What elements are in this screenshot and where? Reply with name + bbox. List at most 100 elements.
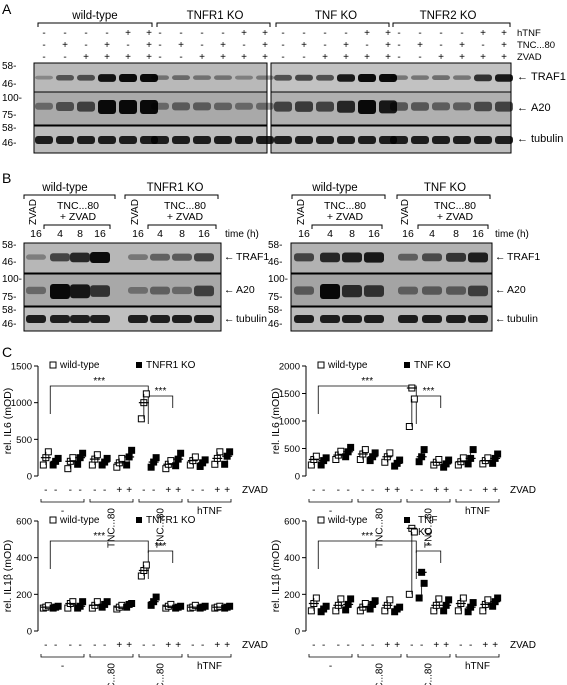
- significance-label: ***: [93, 531, 105, 542]
- band-tubulin: [390, 136, 408, 144]
- y-tick-label: 1500: [279, 389, 300, 400]
- band-a20: [35, 102, 53, 110]
- band-traf1: [320, 252, 340, 263]
- band-tubulin: [495, 136, 513, 144]
- panel-a-sign: -: [281, 40, 284, 51]
- band-tubulin: [50, 315, 70, 323]
- band-label: tubulin: [507, 313, 538, 325]
- zvad-sign: -: [410, 485, 413, 496]
- dot-plot: 0 500 1000 1500 2000 rel. IL6 (mOD) wild-type T…: [270, 360, 536, 548]
- zvad-sign: -: [410, 640, 413, 651]
- panel-a-sign: +: [125, 28, 131, 39]
- data-point-filled: [415, 594, 423, 602]
- time-label: time (h): [495, 229, 529, 240]
- marker-label: 100-: [2, 274, 22, 285]
- panel-a-sign: +: [343, 40, 349, 51]
- group-label: hTNF: [465, 661, 490, 672]
- panel-a-sign: -: [179, 28, 182, 39]
- band-tubulin: [274, 136, 292, 144]
- band-a20: [172, 102, 190, 111]
- data-point-filled: [396, 603, 404, 611]
- panel-a-sign: +: [480, 52, 486, 63]
- group-bracket: [187, 499, 232, 503]
- data-point-filled: [128, 600, 136, 607]
- zvad-sign: -: [469, 640, 472, 651]
- zvad-sign: -: [371, 640, 374, 651]
- band-traf1: [214, 75, 232, 80]
- group-bracket: [138, 654, 183, 658]
- significance-label: ***: [155, 386, 167, 397]
- panel-a-sign: -: [42, 52, 45, 63]
- zvad-sign: -: [152, 640, 155, 651]
- legend-marker-open: [49, 516, 57, 524]
- band-traf1: [474, 74, 492, 82]
- zvad-sign: +: [443, 485, 449, 496]
- band-traf1: [432, 75, 450, 81]
- legend-label: wild-type: [59, 360, 100, 371]
- zvad-sign: -: [322, 640, 325, 651]
- legend-marker-open: [317, 361, 325, 369]
- band-label: TRAF1: [236, 251, 269, 263]
- panel-a-sign: +: [146, 52, 152, 63]
- band-label-arrow: ←: [495, 284, 506, 296]
- data-point-open: [410, 395, 418, 403]
- y-axis-label: rel. IL1β (mOD): [270, 540, 282, 613]
- data-point-open: [410, 528, 418, 536]
- zvad-label: ZVAD: [400, 199, 411, 225]
- band-tubulin: [446, 315, 466, 323]
- significance-bracket: [317, 385, 417, 414]
- group-bracket: [406, 654, 451, 658]
- tnc-zvad-label: TNC...80: [57, 200, 99, 212]
- panel-a-sign: -: [302, 52, 305, 63]
- band-traf1: [172, 253, 192, 261]
- data-point-filled: [494, 450, 502, 458]
- band-tubulin: [320, 315, 340, 323]
- band-tubulin: [119, 136, 137, 144]
- data-point-open: [337, 595, 345, 603]
- legend-marker-filled: [136, 517, 142, 523]
- data-point-filled: [128, 446, 136, 454]
- data-point-filled: [74, 460, 82, 468]
- time-point-label: 16: [298, 228, 310, 240]
- band-a20: [294, 286, 314, 295]
- data-point-filled: [177, 602, 185, 610]
- legend-label: wild-type: [59, 515, 100, 526]
- legend-marker-filled: [404, 362, 410, 368]
- panel-a-sign: -: [397, 40, 400, 51]
- band-traf1: [364, 252, 384, 263]
- zvad-sign: -: [191, 640, 194, 651]
- band-a20: [128, 287, 148, 294]
- zvad-sign: +: [126, 485, 132, 496]
- band-a20: [140, 100, 158, 114]
- data-point-open: [93, 451, 101, 459]
- data-point-open: [142, 390, 150, 398]
- group-bracket: [455, 499, 500, 503]
- significance-label: ***: [423, 386, 435, 397]
- band-tubulin: [453, 136, 471, 144]
- y-tick-label: 2000: [279, 362, 300, 373]
- panel-a-sign: -: [281, 28, 284, 39]
- zvad-sign: +: [433, 485, 439, 496]
- band-a20: [411, 102, 429, 111]
- y-tick-label: 0: [27, 472, 32, 483]
- panel-b-group-label: wild-type: [311, 182, 357, 194]
- zvad-sign: -: [361, 485, 364, 496]
- panel-a-sign: +: [146, 28, 152, 39]
- band-a20: [446, 286, 466, 295]
- panel-a-sign: +: [301, 40, 307, 51]
- band-label-arrow: ←: [517, 71, 528, 83]
- zvad-label: ZVAD: [130, 199, 141, 225]
- group-label: hTNF: [465, 506, 490, 517]
- band-tubulin: [422, 315, 442, 323]
- band-tubulin: [77, 136, 95, 144]
- time-point-label: 16: [402, 228, 414, 240]
- y-tick-label: 500: [284, 444, 300, 455]
- significance-bracket: [415, 395, 442, 424]
- panel-a-sign: -: [439, 40, 442, 51]
- time-point-label: 4: [57, 228, 63, 240]
- zvad-sign: +: [384, 640, 390, 651]
- panel-b-group-label: wild-type: [41, 182, 87, 194]
- data-point-filled: [172, 462, 180, 470]
- group-label: -: [329, 661, 332, 672]
